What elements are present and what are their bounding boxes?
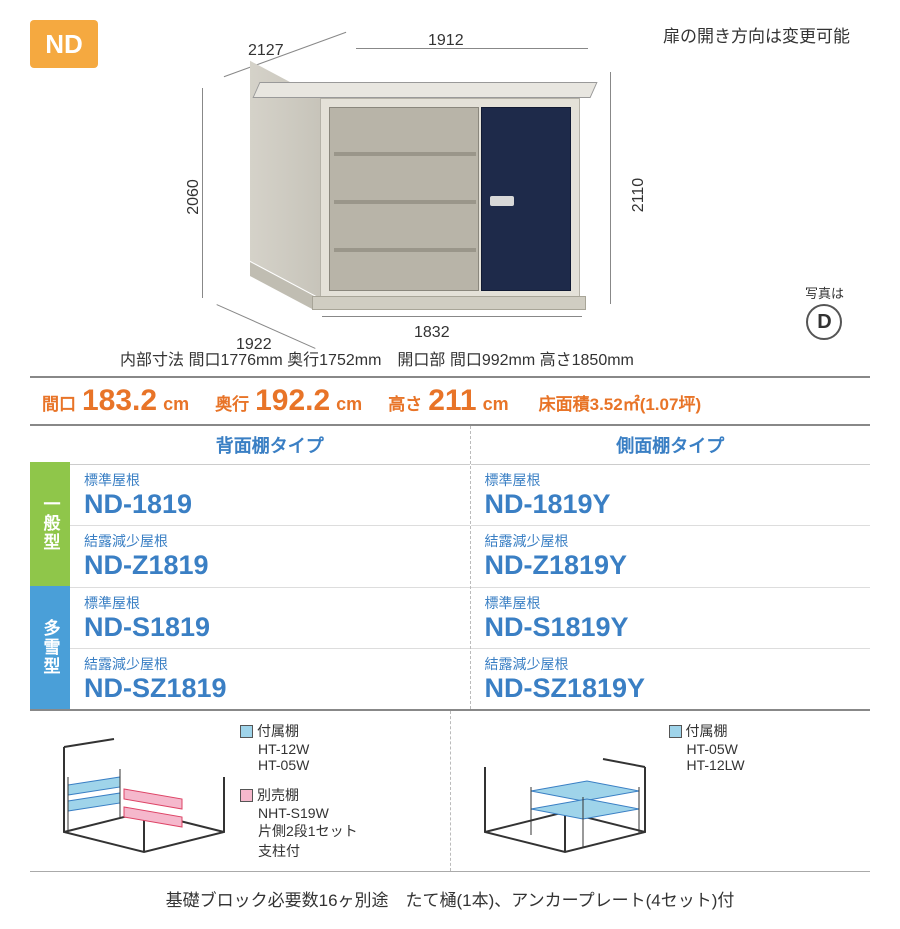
shelf-code: NHT-S19W (258, 805, 329, 821)
model-code: ND-1819Y (485, 490, 857, 518)
roof-type: 結露減少屋根 (485, 654, 857, 674)
model-code: ND-Z1819 (84, 551, 456, 579)
depth-label: 奥行 (215, 390, 249, 415)
shed-opening (329, 107, 479, 291)
floor-area: 床面積3.52㎡(1.07坪) (539, 390, 702, 415)
model-badge: ND (30, 20, 98, 68)
shelf-note: 片側2段1セット (258, 823, 358, 839)
shelf-right: 付属棚 HT-05W HT-12LW (450, 711, 871, 871)
door-handle-icon (490, 196, 514, 206)
group-tag-general: 一般型 (30, 462, 70, 586)
group-tag-snow: 多雪型 (30, 586, 70, 710)
model-code: ND-Z1819Y (485, 551, 857, 579)
shelf-iso-right-icon (475, 737, 665, 857)
model-code: ND-1819 (84, 490, 456, 518)
swatch-included-icon (669, 725, 682, 738)
shed-body (270, 88, 580, 298)
col-head-back: 背面棚タイプ (70, 426, 470, 465)
photo-letter: D (806, 304, 842, 340)
roof-type: 結露減少屋根 (84, 654, 456, 674)
shelf-left: 付属棚 HT-12W HT-05W 別売棚 NHT-S19W 片側2段1セット … (30, 711, 450, 871)
photo-label: 写真は (805, 283, 844, 302)
footer-note: 基礎ブロック必要数16ヶ別途 たて樋(1本)、アンカープレート(4セット)付 (30, 872, 870, 911)
dim-height-right: 2110 (630, 178, 648, 212)
model-code: ND-S1819 (84, 613, 456, 641)
shed-illustration: 2127 1912 2060 2110 1922 1832 (190, 58, 670, 338)
legend-included: 付属棚 (686, 723, 728, 739)
column-side-shelf: 側面棚タイプ 標準屋根ND-1819Y 結露減少屋根ND-Z1819Y 標準屋根… (470, 426, 871, 709)
swatch-optional-icon (240, 789, 253, 802)
roof-type: 標準屋根 (485, 593, 857, 613)
col-head-side: 側面棚タイプ (471, 426, 871, 465)
model-code: ND-SZ1819 (84, 674, 456, 702)
model-code: ND-S1819Y (485, 613, 857, 641)
roof-type: 標準屋根 (84, 470, 456, 490)
shelf-code: HT-05W (687, 741, 738, 757)
swatch-included-icon (240, 725, 253, 738)
width-unit: cm (163, 394, 189, 415)
model-table: 一般型 多雪型 背面棚タイプ 標準屋根ND-1819 結露減少屋根ND-Z181… (30, 426, 870, 711)
shed-door (481, 107, 571, 291)
width-value: 183.2 (82, 384, 157, 418)
shelf-code: HT-12LW (687, 757, 745, 773)
height-value: 211 (428, 384, 476, 418)
diagram-area: ND 扉の開き方向は変更可能 2127 1912 2060 2110 1922 … (30, 18, 870, 378)
inner-dimensions-text: 内部寸法 間口1776mm 奥行1752mm 開口部 間口992mm 高さ185… (120, 346, 634, 370)
depth-unit: cm (336, 394, 362, 415)
legend-optional: 別売棚 (257, 787, 299, 803)
shelf-code: HT-05W (258, 757, 309, 773)
height-label: 高さ (388, 390, 422, 415)
roof-type: 結露減少屋根 (84, 531, 456, 551)
dim-height-left: 2060 (185, 179, 203, 215)
roof-type: 標準屋根 (84, 593, 456, 613)
photo-reference-badge: 写真は D (805, 283, 844, 340)
main-dimensions-bar: 間口 183.2 cm 奥行 192.2 cm 高さ 211 cm 床面積3.5… (30, 378, 870, 426)
shelf-diagram-area: 付属棚 HT-12W HT-05W 別売棚 NHT-S19W 片側2段1セット … (30, 711, 870, 872)
shelf-code: HT-12W (258, 741, 309, 757)
shelf-iso-left-icon (54, 737, 244, 857)
depth-value: 192.2 (255, 384, 330, 418)
height-unit: cm (483, 394, 509, 415)
width-label: 間口 (42, 390, 76, 415)
column-back-shelf: 背面棚タイプ 標準屋根ND-1819 結露減少屋根ND-Z1819 標準屋根ND… (70, 426, 470, 709)
roof-type: 結露減少屋根 (485, 531, 857, 551)
door-direction-note: 扉の開き方向は変更可能 (663, 22, 850, 47)
dim-base-width: 1832 (414, 324, 450, 342)
model-code: ND-SZ1819Y (485, 674, 857, 702)
shelf-note: 支柱付 (258, 843, 300, 859)
legend-included: 付属棚 (257, 723, 299, 739)
roof-type: 標準屋根 (485, 470, 857, 490)
